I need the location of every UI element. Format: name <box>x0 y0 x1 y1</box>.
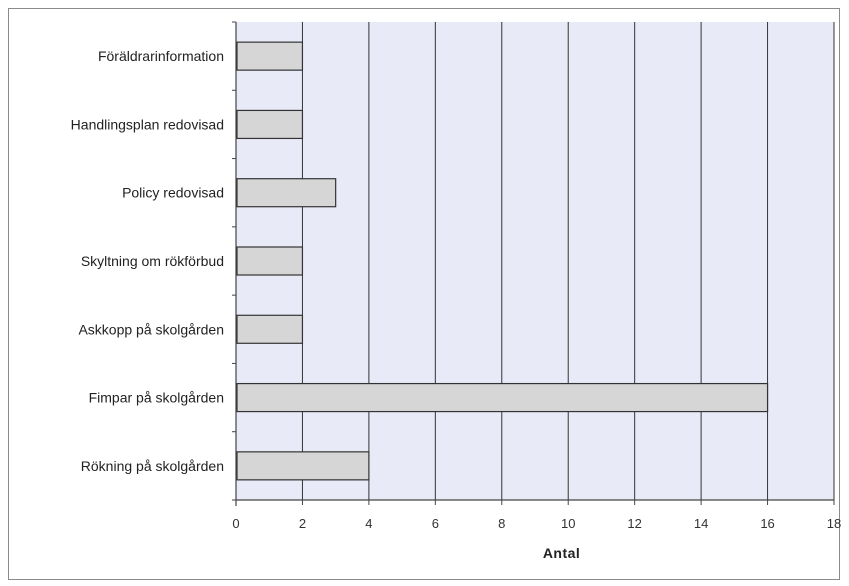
category-label: Rökning på skolgården <box>81 458 224 474</box>
x-tick-label: 12 <box>627 516 641 531</box>
category-label: Skyltning om rökförbud <box>81 253 224 269</box>
x-tick-label: 0 <box>232 516 239 531</box>
bar <box>236 246 304 276</box>
axes <box>232 21 835 506</box>
x-tick-label: 10 <box>561 516 575 531</box>
plot-area <box>236 22 834 500</box>
category-label: Policy redovisad <box>122 185 224 201</box>
bars <box>236 41 769 481</box>
bar <box>236 314 304 344</box>
category-label: Fimpar på skolgården <box>89 390 224 406</box>
x-axis-title: Antal <box>543 545 581 561</box>
x-tick-label: 2 <box>299 516 306 531</box>
gridlines <box>301 22 835 500</box>
bar <box>236 41 304 71</box>
x-tick-label: 18 <box>827 516 841 531</box>
x-tick-label: 8 <box>498 516 505 531</box>
bar <box>236 451 370 481</box>
x-tick-label: 6 <box>432 516 439 531</box>
category-label: Askkopp på skolgården <box>78 321 224 337</box>
bar <box>236 109 304 140</box>
bar <box>236 382 769 413</box>
x-tick-labels: 0 2 4 6 8 10 12 14 16 18 <box>232 516 841 531</box>
x-tick-label: 14 <box>694 516 708 531</box>
category-label: Föräldrarinformation <box>98 48 224 64</box>
x-tick-label: 16 <box>760 516 774 531</box>
category-labels: Föräldrarinformation Handlingsplan redovi… <box>71 48 224 474</box>
bar <box>236 178 337 208</box>
category-label: Handlingsplan redovisad <box>71 116 224 132</box>
x-tick-label: 4 <box>365 516 372 531</box>
